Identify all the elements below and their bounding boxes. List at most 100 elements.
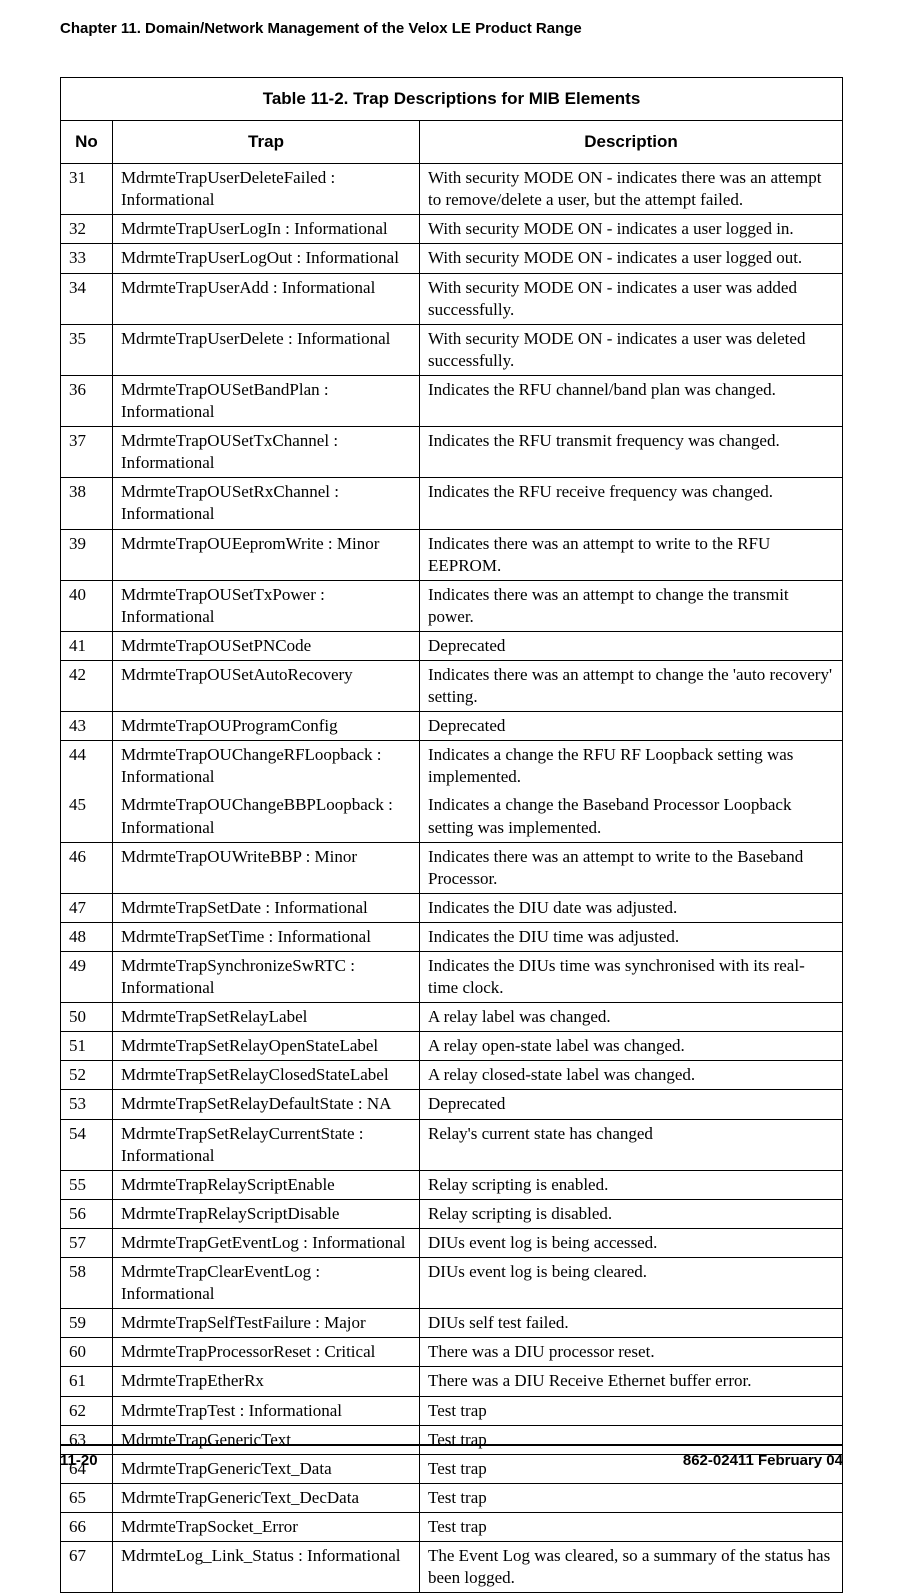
cell-desc: There was a DIU processor reset. [420, 1338, 843, 1367]
cell-trap: MdrmteTrapUserAdd : Informational [113, 273, 420, 324]
table-row: 33MdrmteTrapUserLogOut : InformationalWi… [61, 244, 843, 273]
cell-trap: MdrmteTrapClearEventLog : Informational [113, 1258, 420, 1309]
cell-trap: MdrmteTrapOUSetBandPlan : Informational [113, 375, 420, 426]
cell-trap: MdrmteTrapOUWriteBBP : Minor [113, 842, 420, 893]
table-row: 31MdrmteTrapUserDeleteFailed : Informati… [61, 164, 843, 215]
table-row: 42MdrmteTrapOUSetAutoRecoveryIndicates t… [61, 660, 843, 711]
table-row: 59MdrmteTrapSelfTestFailure : MajorDIUs … [61, 1309, 843, 1338]
cell-trap: MdrmteTrapOUSetAutoRecovery [113, 660, 420, 711]
cell-no: 54 [61, 1119, 113, 1170]
cell-desc: Indicates the RFU receive frequency was … [420, 478, 843, 529]
cell-trap: MdrmteTrapUserLogOut : Informational [113, 244, 420, 273]
table-row: 54MdrmteTrapSetRelayCurrentState : Infor… [61, 1119, 843, 1170]
cell-desc: Indicates the DIU date was adjusted. [420, 893, 843, 922]
cell-no: 48 [61, 922, 113, 951]
cell-desc: Test trap [420, 1396, 843, 1425]
page-footer: 11-20 862-02411 February 04 [60, 1444, 843, 1469]
cell-desc: With security MODE ON - indicates a user… [420, 324, 843, 375]
cell-desc: Relay scripting is enabled. [420, 1170, 843, 1199]
cell-desc: DIUs self test failed. [420, 1309, 843, 1338]
cell-trap: MdrmteTrapSetDate : Informational [113, 893, 420, 922]
table-row: 55MdrmteTrapRelayScriptEnableRelay scrip… [61, 1170, 843, 1199]
cell-no: 53 [61, 1090, 113, 1119]
cell-trap: MdrmteTrapOUSetPNCode [113, 631, 420, 660]
table-row: 40MdrmteTrapOUSetTxPower : Informational… [61, 580, 843, 631]
table-row: 61MdrmteTrapEtherRxThere was a DIU Recei… [61, 1367, 843, 1396]
cell-no: 49 [61, 952, 113, 1003]
cell-trap: MdrmteTrapSocket_Error [113, 1512, 420, 1541]
cell-trap: MdrmteTrapSelfTestFailure : Major [113, 1309, 420, 1338]
cell-no: 41 [61, 631, 113, 660]
cell-desc: A relay open-state label was changed. [420, 1032, 843, 1061]
table-row: 36MdrmteTrapOUSetBandPlan : Informationa… [61, 375, 843, 426]
cell-desc: Indicates the DIU time was adjusted. [420, 922, 843, 951]
table-row: 60MdrmteTrapProcessorReset : CriticalThe… [61, 1338, 843, 1367]
cell-trap: MdrmteTrapOUChangeBBPLoopback : Informat… [113, 791, 420, 842]
cell-trap: MdrmteTrapSetRelayOpenStateLabel [113, 1032, 420, 1061]
cell-no: 59 [61, 1309, 113, 1338]
cell-no: 62 [61, 1396, 113, 1425]
cell-desc: Indicates the RFU channel/band plan was … [420, 375, 843, 426]
cell-trap: MdrmteTrapSetRelayCurrentState : Informa… [113, 1119, 420, 1170]
cell-trap: MdrmteTrapOUChangeRFLoopback : Informati… [113, 741, 420, 792]
cell-trap: MdrmteTrapGenericText_DecData [113, 1483, 420, 1512]
cell-no: 36 [61, 375, 113, 426]
table-title: Table 11-2. Trap Descriptions for MIB El… [61, 78, 843, 121]
cell-desc: The Event Log was cleared, so a summary … [420, 1541, 843, 1592]
cell-desc: Relay's current state has changed [420, 1119, 843, 1170]
cell-desc: DIUs event log is being cleared. [420, 1258, 843, 1309]
cell-no: 51 [61, 1032, 113, 1061]
cell-no: 43 [61, 712, 113, 741]
chapter-title: Chapter 11. Domain/Network Management of… [60, 0, 843, 77]
cell-desc: Deprecated [420, 1090, 843, 1119]
cell-trap: MdrmteTrapOUEepromWrite : Minor [113, 529, 420, 580]
cell-desc: With security MODE ON - indicates there … [420, 164, 843, 215]
cell-desc: Indicates a change the RFU RF Loopback s… [420, 741, 843, 792]
table-row: 37MdrmteTrapOUSetTxChannel : Information… [61, 427, 843, 478]
cell-no: 34 [61, 273, 113, 324]
table-row: 65MdrmteTrapGenericText_DecDataTest trap [61, 1483, 843, 1512]
cell-no: 58 [61, 1258, 113, 1309]
cell-desc: Relay scripting is disabled. [420, 1199, 843, 1228]
table-row: 34MdrmteTrapUserAdd : InformationalWith … [61, 273, 843, 324]
cell-no: 32 [61, 215, 113, 244]
cell-desc: Test trap [420, 1483, 843, 1512]
column-header-desc: Description [420, 121, 843, 164]
cell-no: 42 [61, 660, 113, 711]
cell-no: 65 [61, 1483, 113, 1512]
column-header-no: No [61, 121, 113, 164]
cell-no: 44 [61, 741, 113, 792]
cell-no: 31 [61, 164, 113, 215]
table-row: 45MdrmteTrapOUChangeBBPLoopback : Inform… [61, 791, 843, 842]
cell-desc: Deprecated [420, 631, 843, 660]
cell-trap: MdrmteTrapEtherRx [113, 1367, 420, 1396]
cell-no: 39 [61, 529, 113, 580]
cell-no: 60 [61, 1338, 113, 1367]
cell-no: 52 [61, 1061, 113, 1090]
cell-desc: With security MODE ON - indicates a user… [420, 244, 843, 273]
cell-no: 61 [61, 1367, 113, 1396]
cell-desc: Indicates the RFU transmit frequency was… [420, 427, 843, 478]
cell-no: 57 [61, 1228, 113, 1257]
cell-no: 37 [61, 427, 113, 478]
cell-no: 45 [61, 791, 113, 842]
table-row: 62MdrmteTrapTest : InformationalTest tra… [61, 1396, 843, 1425]
table-row: 44MdrmteTrapOUChangeRFLoopback : Informa… [61, 741, 843, 792]
footer-page-number: 11-20 [60, 1452, 98, 1469]
page: Chapter 11. Domain/Network Management of… [0, 0, 903, 1502]
cell-desc: A relay closed-state label was changed. [420, 1061, 843, 1090]
cell-desc: Indicates there was an attempt to write … [420, 842, 843, 893]
cell-trap: MdrmteTrapOUSetTxChannel : Informational [113, 427, 420, 478]
cell-desc: Indicates there was an attempt to change… [420, 660, 843, 711]
cell-trap: MdrmteTrapGetEventLog : Informational [113, 1228, 420, 1257]
cell-trap: MdrmteTrapSynchronizeSwRTC : Information… [113, 952, 420, 1003]
cell-trap: MdrmteTrapRelayScriptEnable [113, 1170, 420, 1199]
cell-desc: With security MODE ON - indicates a user… [420, 215, 843, 244]
cell-trap: MdrmteTrapTest : Informational [113, 1396, 420, 1425]
cell-desc: Indicates there was an attempt to write … [420, 529, 843, 580]
cell-no: 35 [61, 324, 113, 375]
cell-trap: MdrmteTrapRelayScriptDisable [113, 1199, 420, 1228]
column-header-trap: Trap [113, 121, 420, 164]
cell-desc: Test trap [420, 1512, 843, 1541]
table-row: 57MdrmteTrapGetEventLog : InformationalD… [61, 1228, 843, 1257]
